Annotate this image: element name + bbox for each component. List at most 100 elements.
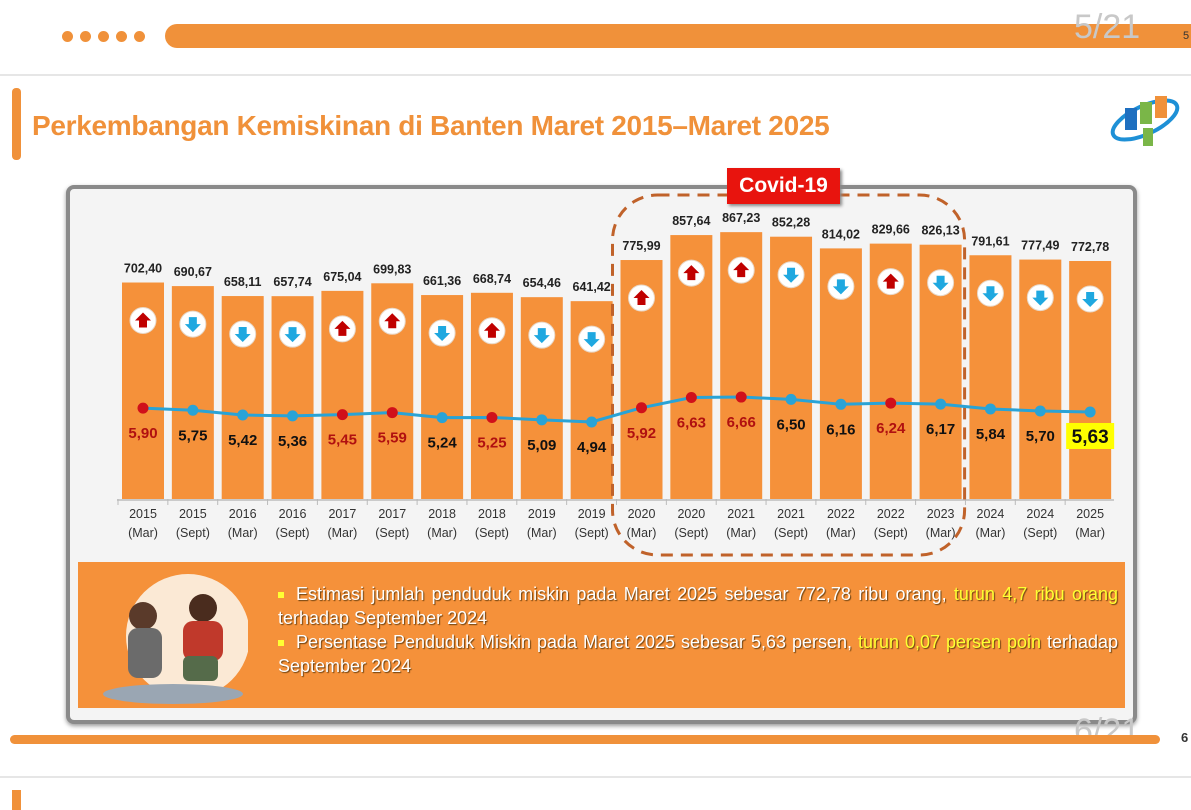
arrow-down-icon (284, 327, 301, 343)
line-value-label: 6,66 (727, 414, 756, 431)
x-tick-label: (Sept) (176, 526, 210, 540)
line-point (237, 409, 249, 421)
arrow-up-icon (633, 290, 650, 306)
bar-value-label: 777,49 (1021, 239, 1059, 253)
x-tick-label: (Mar) (926, 526, 956, 540)
highlight-box (1066, 422, 1115, 449)
line-value-label: 5,75 (178, 427, 207, 444)
line-point (785, 393, 797, 405)
x-tick-label: 2022 (877, 507, 905, 521)
x-tick-label: (Sept) (874, 526, 908, 540)
bar-value-label: 657,74 (273, 275, 311, 289)
x-tick-label: 2021 (727, 507, 755, 521)
bar-value-label: 675,04 (323, 270, 361, 284)
line-value-label: 5,59 (378, 430, 407, 447)
line-point (137, 402, 149, 414)
x-tick-label: (Sept) (774, 526, 808, 540)
bar-value-label: 857,64 (672, 214, 710, 228)
line-value-label: 5,90 (128, 425, 157, 442)
nav-dot (98, 31, 109, 42)
bar-value-label: 791,61 (971, 234, 1009, 248)
line-value-label: 5,25 (477, 435, 506, 452)
note-1: Estimasi jumlah penduduk miskin pada Mar… (278, 584, 1118, 628)
x-tick-label: (Mar) (627, 526, 657, 540)
line-value-label: 5,63 (1072, 427, 1109, 448)
arrow-down-icon (234, 327, 251, 343)
arrow-up-icon (683, 265, 700, 281)
arrow-up-icon (733, 262, 750, 278)
nav-dot (62, 31, 73, 42)
line-value-label: 4,94 (577, 439, 607, 456)
arrow-down-icon (184, 317, 201, 333)
arrow-down-icon (1082, 292, 1099, 308)
line-point (187, 404, 199, 416)
x-tick-label: (Mar) (976, 526, 1006, 540)
divider (0, 776, 1191, 778)
arrow-down-icon (533, 328, 550, 344)
x-tick-label: (Mar) (726, 526, 756, 540)
x-tick-label: 2025 (1076, 507, 1104, 521)
x-tick-label: 2021 (777, 507, 805, 521)
line-point (835, 398, 847, 410)
arrow-down-icon (982, 286, 999, 302)
x-tick-label: 2017 (378, 507, 406, 521)
arrow-up-icon (882, 273, 899, 289)
line-value-label: 6,16 (826, 421, 855, 438)
bar-value-label: 829,66 (872, 223, 910, 237)
bar-value-label: 661,36 (423, 274, 461, 288)
x-tick-label: (Mar) (1075, 526, 1105, 540)
arrow-up-icon (483, 322, 500, 338)
arrow-up-icon (384, 313, 401, 329)
x-tick-label: (Mar) (826, 526, 856, 540)
line-value-label: 6,24 (876, 420, 906, 437)
nav-dot (80, 31, 91, 42)
arrow-down-icon (783, 267, 800, 283)
x-tick-label: 2022 (827, 507, 855, 521)
line-point (536, 414, 548, 426)
line-point (336, 409, 348, 421)
bar-value-label: 641,42 (573, 280, 611, 294)
x-tick-label: 2015 (129, 507, 157, 521)
line-value-label: 5,24 (427, 435, 457, 452)
x-tick-label: 2024 (1026, 507, 1054, 521)
bar-value-label: 852,28 (772, 216, 810, 230)
note-2: Persentase Penduduk Miskin pada Maret 20… (278, 632, 1119, 676)
x-tick-label: (Mar) (527, 526, 557, 540)
x-tick-label: (Sept) (276, 526, 310, 540)
line-value-label: 5,84 (976, 426, 1006, 443)
x-tick-label: 2018 (478, 507, 506, 521)
line-point (984, 403, 996, 415)
nav-dot (134, 31, 145, 42)
arrow-up-icon (334, 320, 351, 336)
line-point (287, 410, 299, 422)
bar-value-label: 668,74 (473, 272, 511, 286)
line-point (1084, 406, 1096, 418)
x-tick-label: 2017 (328, 507, 356, 521)
bar-value-label: 702,40 (124, 262, 162, 276)
arrow-down-icon (583, 332, 600, 348)
x-tick-label: (Mar) (128, 526, 158, 540)
bar-value-label: 814,02 (822, 227, 860, 241)
bar-value-label: 654,46 (523, 276, 561, 290)
line-point (436, 412, 448, 424)
line-point (935, 398, 947, 410)
x-tick-label: 2020 (628, 507, 656, 521)
x-tick-label: 2019 (528, 507, 556, 521)
nav-dot (116, 31, 127, 42)
line-point (1034, 405, 1046, 417)
bar-value-label: 867,23 (722, 211, 760, 225)
x-tick-label: 2020 (677, 507, 705, 521)
line-value-label: 5,09 (527, 437, 556, 454)
line-point (685, 391, 697, 403)
children-illustration-icon (103, 574, 248, 704)
arrow-down-icon (832, 279, 849, 295)
x-tick-label: 2016 (229, 507, 257, 521)
line-point (486, 412, 498, 424)
x-tick-label: (Sept) (575, 526, 609, 540)
x-tick-label: (Sept) (375, 526, 409, 540)
slide-top-bar (165, 24, 1191, 48)
arrow-down-icon (1032, 290, 1049, 306)
line-value-label: 5,45 (328, 432, 357, 449)
x-tick-label: 2023 (927, 507, 955, 521)
